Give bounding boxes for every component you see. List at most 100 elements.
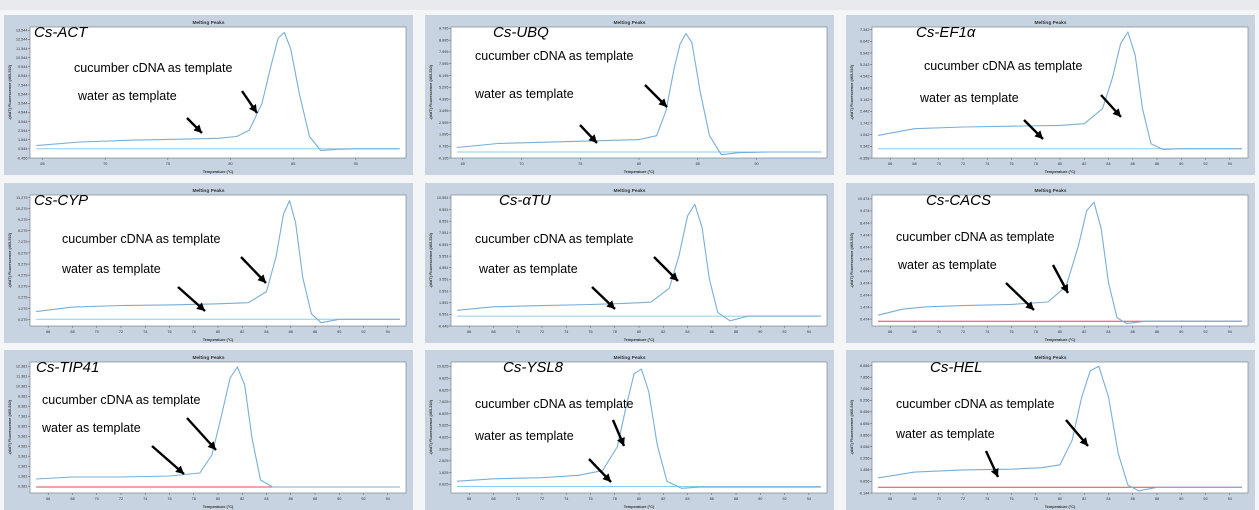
x-tick-label: 90 [354, 162, 358, 166]
y-tick-label: 3.544 [18, 120, 28, 124]
x-tick-label: 80 [637, 162, 641, 166]
y-tick-label: 3.381 [18, 454, 28, 458]
water-arrow-head [602, 473, 611, 482]
melt-panel: Melting Peaks 66 68 70 72 74 76 78 80 82 84 86 88 90 9… [425, 183, 834, 343]
melt-chart-cs-cyp: Melting Peaks 66 68 70 72 74 76 78 80 82 84 86 88 90 9… [8, 188, 407, 342]
y-axis-label: -(d/dT) Fluorescence (465-510) [429, 399, 433, 455]
y-tick-label: 1.695 [439, 133, 449, 137]
y-tick-label: 7.625 [439, 400, 449, 404]
x-tick-label: 74 [143, 497, 147, 501]
x-axis-label: Temperature (°C) [203, 505, 234, 509]
x-tick-label: 74 [985, 330, 989, 334]
x-tick-label: 74 [143, 330, 147, 334]
x-tick-label: 75 [166, 162, 170, 166]
x-tick-label: 70 [103, 162, 107, 166]
y-tick-label: 7.474 [860, 233, 870, 237]
water-template-label: water as template [897, 258, 997, 272]
y-tick-label: 5.279 [18, 262, 28, 266]
y-tick-label: 0.381 [18, 484, 28, 488]
y-tick-label: 6.544 [18, 92, 28, 96]
x-tick-label: 88 [313, 330, 317, 334]
x-tick-label: 86 [1131, 162, 1135, 166]
x-axis-label: Temperature (°C) [624, 505, 655, 509]
y-tick-label: 8.544 [18, 74, 28, 78]
x-tick-label: 84 [685, 497, 689, 501]
y-tick-label: 5.474 [860, 257, 870, 261]
x-tick-label: 65 [40, 162, 44, 166]
y-tick-label: 7.856 [860, 375, 870, 379]
y-tick-label: 7.995 [439, 50, 449, 54]
y-tick-label: 3.551 [439, 278, 449, 282]
water-template-label: water as template [61, 262, 161, 276]
gene-label: Cs-UBQ [493, 24, 549, 41]
water-template-label: water as template [895, 427, 995, 441]
x-tick-label: 70 [937, 162, 941, 166]
x-tick-label: 88 [1155, 497, 1159, 501]
y-tick-label: 10.279 [16, 207, 28, 211]
x-tick-label: 80 [637, 330, 641, 334]
x-tick-label: 76 [1009, 497, 1013, 501]
x-tick-label: 74 [564, 330, 568, 334]
y-axis-label: -(d/dT) Fluorescence (465-510) [8, 232, 12, 288]
x-tick-label: 68 [912, 330, 916, 334]
x-tick-label: 80 [228, 162, 232, 166]
x-axis-label: Temperature (°C) [1045, 505, 1076, 509]
gene-label: Cs-EF1α [916, 24, 976, 41]
y-tick-label: 8.381 [18, 404, 28, 408]
plot-area [29, 361, 407, 494]
x-axis-label: Temperature (°C) [624, 170, 655, 174]
y-tick-label: 6.642 [860, 40, 870, 44]
x-tick-label: 66 [467, 497, 471, 501]
water-template-label: water as template [919, 91, 1019, 105]
y-tick-label: 4.395 [439, 97, 449, 101]
x-tick-label: 65 [461, 162, 465, 166]
y-tick-label: 9.381 [18, 394, 28, 398]
y-tick-label: 2.279 [18, 296, 28, 300]
y-tick-label: 6.256 [860, 399, 870, 403]
y-tick-label: 0.656 [860, 480, 870, 484]
cdna-series-line [877, 201, 1242, 325]
x-tick-label: 84 [264, 497, 268, 501]
x-tick-label: 80 [1058, 497, 1062, 501]
x-tick-label: 72 [119, 497, 123, 501]
y-tick-label: 1.474 [860, 305, 870, 309]
x-tick-label: 92 [1203, 497, 1207, 501]
y-tick-label: 6.625 [439, 412, 449, 416]
cdna-series-line [457, 203, 821, 322]
x-tick-label: 86 [710, 330, 714, 334]
x-tick-label: 75 [578, 162, 582, 166]
cdna-series-line [878, 31, 1242, 151]
x-tick-label: 88 [1155, 162, 1159, 166]
cdna-series-line [36, 200, 400, 324]
x-tick-label: 86 [1131, 497, 1135, 501]
y-tick-label: 9.544 [18, 65, 28, 69]
x-tick-label: 68 [70, 330, 74, 334]
cdna-arrow-head [669, 272, 678, 281]
x-tick-label: 85 [696, 162, 700, 166]
x-tick-label: 90 [1179, 497, 1183, 501]
cdna-series-line [456, 32, 822, 156]
x-tick-label: 86 [710, 497, 714, 501]
gene-label: Cs-αTU [499, 192, 551, 209]
x-tick-label: 94 [807, 330, 811, 334]
x-tick-label: 82 [240, 330, 244, 334]
x-tick-label: 76 [1009, 162, 1013, 166]
gene-label: Cs-TIP41 [36, 359, 99, 376]
y-tick-label: 5.942 [860, 51, 870, 55]
chart-title: Melting Peaks [614, 188, 646, 194]
x-tick-label: 74 [985, 497, 989, 501]
y-tick-label: 7.056 [860, 387, 870, 391]
melt-panel: Melting Peaks 65 70 75 80 85 90 Temperature (°C… [4, 15, 413, 175]
y-axis-label: -(d/dT) Fluorescence (465-510) [850, 232, 854, 288]
melt-panel: Melting Peaks 66 68 70 72 74 76 78 80 82 84 86 88 90 9… [4, 183, 413, 343]
x-tick-label: 80 [216, 330, 220, 334]
y-tick-label: 0.474 [860, 317, 870, 321]
x-tick-label: 78 [1034, 162, 1038, 166]
y-tick-label: 11.544 [16, 47, 27, 51]
x-tick-label: 76 [167, 330, 171, 334]
y-tick-label: 7.544 [18, 83, 28, 87]
gene-label: Cs-YSL8 [503, 359, 564, 376]
water-template-label: water as template [478, 262, 578, 276]
x-tick-label: 90 [1179, 162, 1183, 166]
y-axis-label: -(d/dT) Fluorescence (465-510) [429, 64, 433, 120]
